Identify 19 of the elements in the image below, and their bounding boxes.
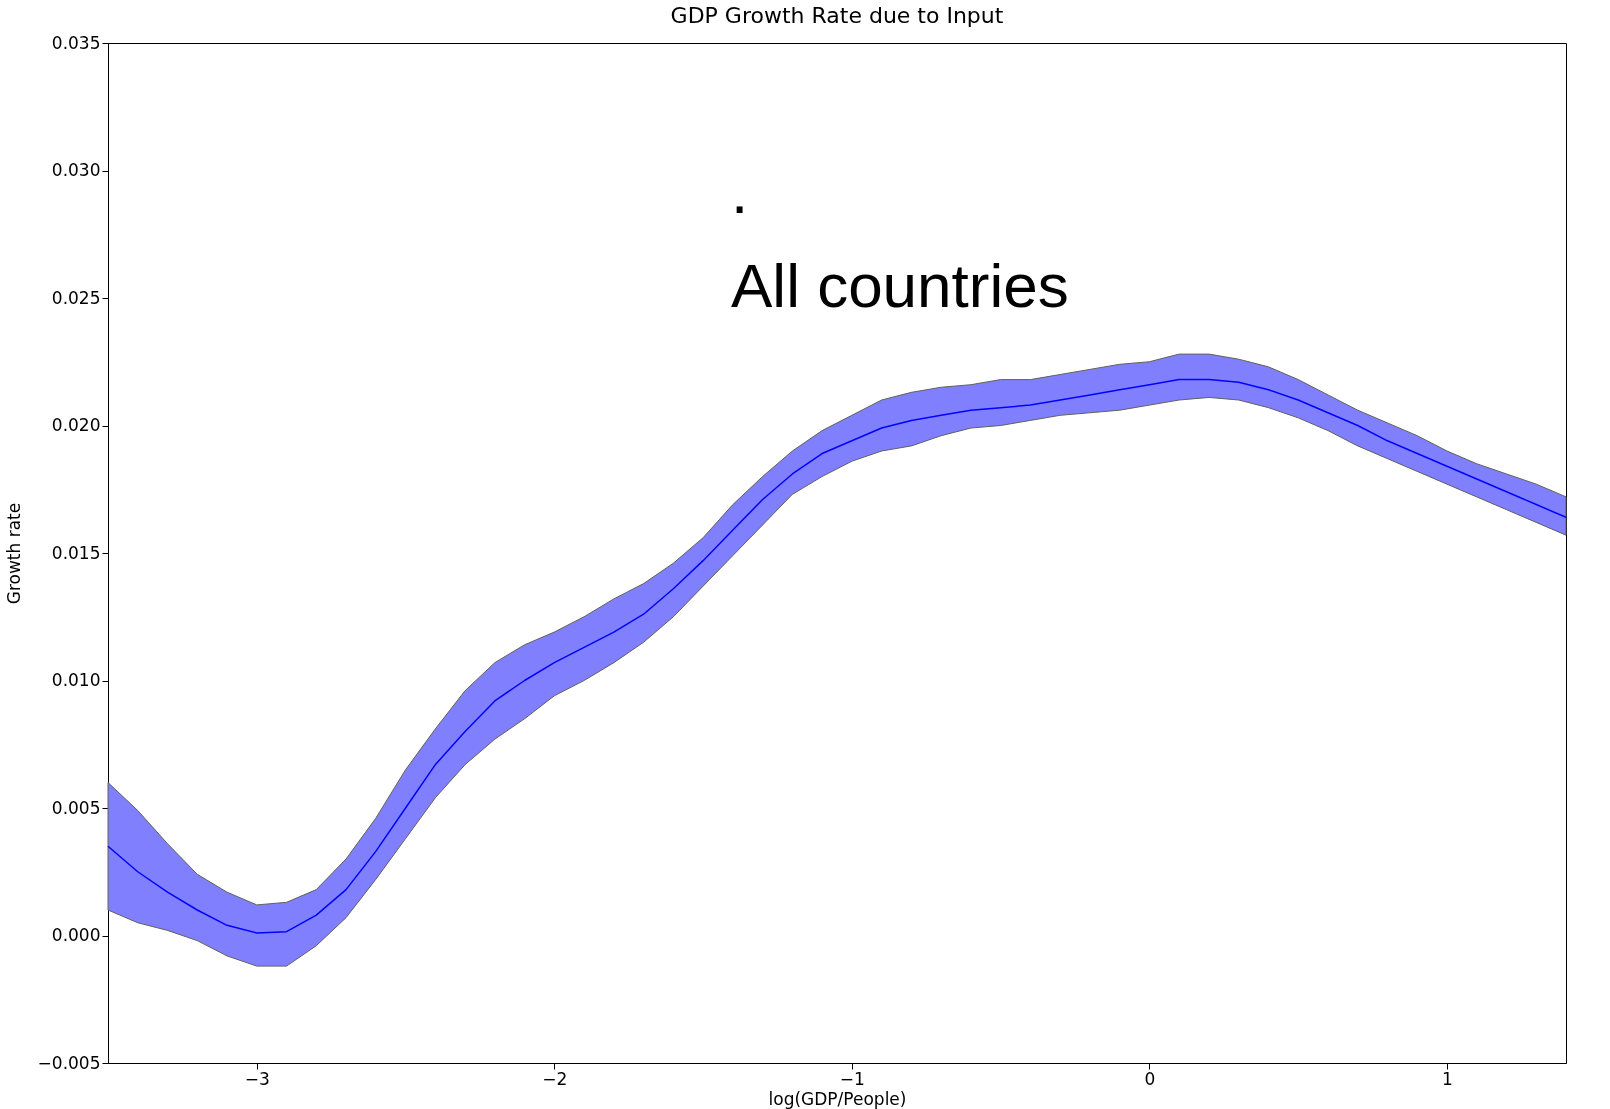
y-tick-label: −0.005 bbox=[37, 1052, 101, 1073]
y-axis-title: Growth rate bbox=[3, 502, 24, 605]
y-tick-label: 0.000 bbox=[51, 925, 101, 945]
chart-title: GDP Growth Rate due to Input bbox=[670, 3, 1004, 28]
x-tick-label: −3 bbox=[244, 1068, 270, 1089]
x-tick-label: 0 bbox=[1144, 1068, 1156, 1089]
y-tick-label: 0.025 bbox=[51, 287, 101, 308]
x-axis-title: log(GDP/People) bbox=[768, 1088, 907, 1109]
y-tick-label: 0.005 bbox=[51, 797, 101, 818]
annotation: All countries bbox=[731, 251, 1069, 320]
y-tick-label: 0.015 bbox=[51, 542, 101, 563]
annotation: . bbox=[731, 157, 749, 226]
y-tick-label: 0.010 bbox=[51, 670, 101, 690]
x-tick-label: 1 bbox=[1442, 1068, 1453, 1089]
y-tick-label: 0.030 bbox=[51, 160, 101, 180]
x-tick-label: −2 bbox=[542, 1068, 568, 1089]
y-tick-label: 0.035 bbox=[51, 32, 101, 53]
y-tick-label: 0.020 bbox=[51, 415, 101, 435]
x-tick-label: −1 bbox=[839, 1068, 865, 1089]
